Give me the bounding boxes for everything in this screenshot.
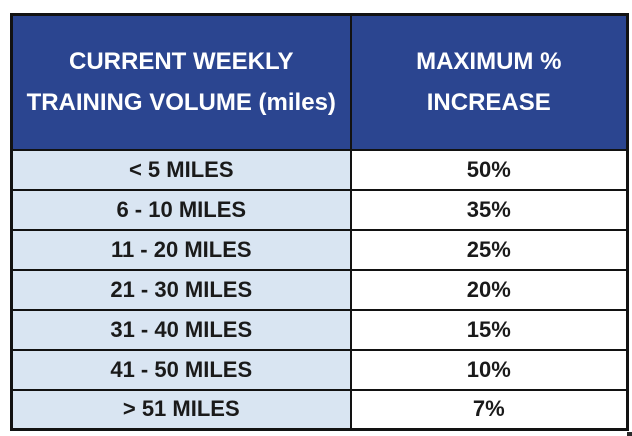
increase-cell: 7% — [349, 388, 629, 431]
header-cell-max-increase: MAXIMUM % INCREASE — [349, 13, 629, 151]
volume-cell: > 51 MILES — [10, 388, 352, 431]
training-volume-table: CURRENT WEEKLY TRAINING VOLUME (miles) M… — [10, 13, 629, 431]
volume-cell: 6 - 10 MILES — [10, 188, 352, 231]
increase-cell: 15% — [349, 308, 629, 351]
crop-artifact-mark — [627, 432, 632, 436]
increase-cell: 25% — [349, 228, 629, 271]
table-row: < 5 MILES 50% — [10, 148, 629, 191]
table-row: 11 - 20 MILES 25% — [10, 228, 629, 271]
table-row: > 51 MILES 7% — [10, 388, 629, 431]
increase-cell: 10% — [349, 348, 629, 391]
header-cell-training-volume: CURRENT WEEKLY TRAINING VOLUME (miles) — [10, 13, 352, 151]
header-row: CURRENT WEEKLY TRAINING VOLUME (miles) M… — [10, 13, 629, 151]
table-row: 31 - 40 MILES 15% — [10, 308, 629, 351]
increase-cell: 50% — [349, 148, 629, 191]
volume-cell: 11 - 20 MILES — [10, 228, 352, 271]
volume-cell: 41 - 50 MILES — [10, 348, 352, 391]
table-row: 21 - 30 MILES 20% — [10, 268, 629, 311]
table-row: 6 - 10 MILES 35% — [10, 188, 629, 231]
volume-cell: 31 - 40 MILES — [10, 308, 352, 351]
table-row: 41 - 50 MILES 10% — [10, 348, 629, 391]
volume-cell: < 5 MILES — [10, 148, 352, 191]
increase-cell: 35% — [349, 188, 629, 231]
volume-cell: 21 - 30 MILES — [10, 268, 352, 311]
increase-cell: 20% — [349, 268, 629, 311]
